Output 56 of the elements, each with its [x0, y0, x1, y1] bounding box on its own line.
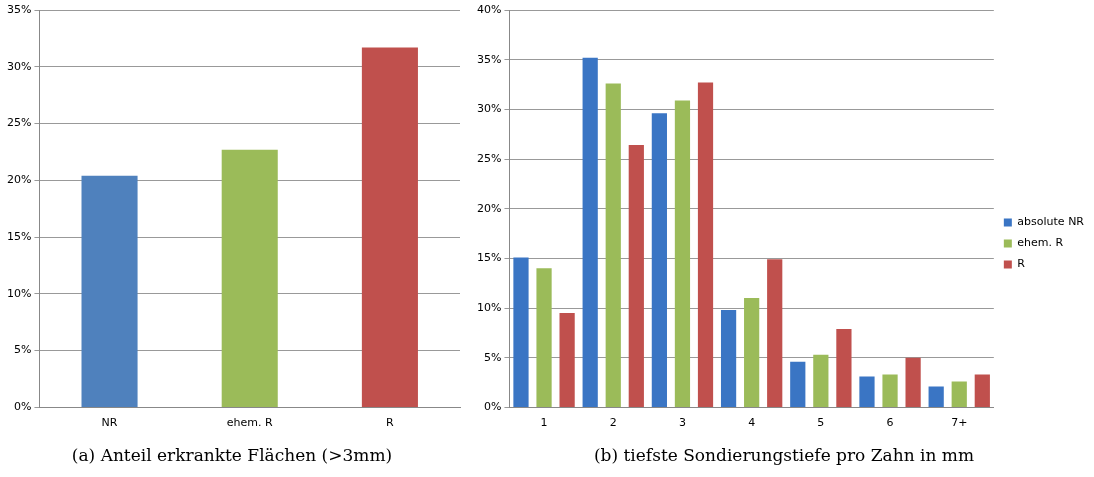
y-tick-label: 15%	[7, 229, 32, 243]
bar	[81, 175, 138, 407]
y-tick-label: 30%	[477, 102, 502, 116]
x-tick-label: R	[386, 415, 395, 429]
y-tick-label: 15%	[477, 251, 502, 265]
legend-label: ehem. R	[1017, 236, 1064, 250]
legend-label: R	[1017, 257, 1026, 271]
y-tick-label: 35%	[477, 52, 502, 66]
x-tick-label: 3	[678, 415, 686, 429]
y-tick-label: 10%	[7, 286, 32, 300]
bar	[361, 47, 418, 407]
x-tick-label: 6	[886, 415, 894, 429]
bar	[651, 113, 667, 407]
bar	[767, 259, 783, 407]
x-tick-label: 1	[540, 415, 548, 429]
bar	[221, 149, 278, 407]
x-tick-label: 7+	[951, 415, 968, 429]
x-tick-label: 2	[609, 415, 617, 429]
y-tick-label: 0%	[484, 400, 502, 414]
y-tick-label: 25%	[477, 151, 502, 165]
x-tick-label: NR	[101, 415, 118, 429]
x-tick-label: ehem. R	[226, 415, 274, 429]
bar	[559, 313, 575, 407]
bar	[674, 100, 691, 407]
bar	[951, 381, 967, 407]
y-tick-label: 20%	[477, 201, 502, 215]
y-tick-label: 10%	[477, 300, 502, 314]
bar	[813, 354, 829, 407]
bar	[536, 268, 552, 407]
y-tick-label: 25%	[7, 116, 32, 130]
bar	[974, 374, 990, 407]
bar	[836, 328, 852, 407]
x-tick-label: 5	[817, 415, 825, 429]
y-tick-label: 20%	[7, 173, 32, 187]
y-tick-label: 5%	[484, 350, 502, 364]
bar	[882, 374, 898, 407]
bar	[744, 298, 760, 407]
y-tick-label: 35%	[7, 2, 32, 16]
y-tick-label: 40%	[477, 2, 502, 16]
text: (a) Anteil erkrankte Flächen (>3mm)	[71, 445, 393, 466]
text: (b) tiefste Sondierungstiefe pro Zahn in mm	[593, 445, 975, 466]
bar	[790, 361, 806, 407]
bar	[928, 386, 944, 407]
y-tick-label: 5%	[14, 343, 32, 357]
legend-label: absolute NR	[1017, 215, 1085, 229]
bar	[905, 357, 921, 407]
bar	[513, 257, 529, 407]
bar	[628, 145, 644, 407]
bar	[697, 82, 714, 407]
bar	[720, 310, 737, 407]
bar	[582, 57, 598, 407]
y-tick-label: 30%	[7, 59, 32, 73]
y-tick-label: 0%	[14, 400, 32, 414]
bar	[859, 376, 875, 407]
bar	[605, 83, 621, 407]
x-tick-label: 4	[748, 415, 756, 429]
